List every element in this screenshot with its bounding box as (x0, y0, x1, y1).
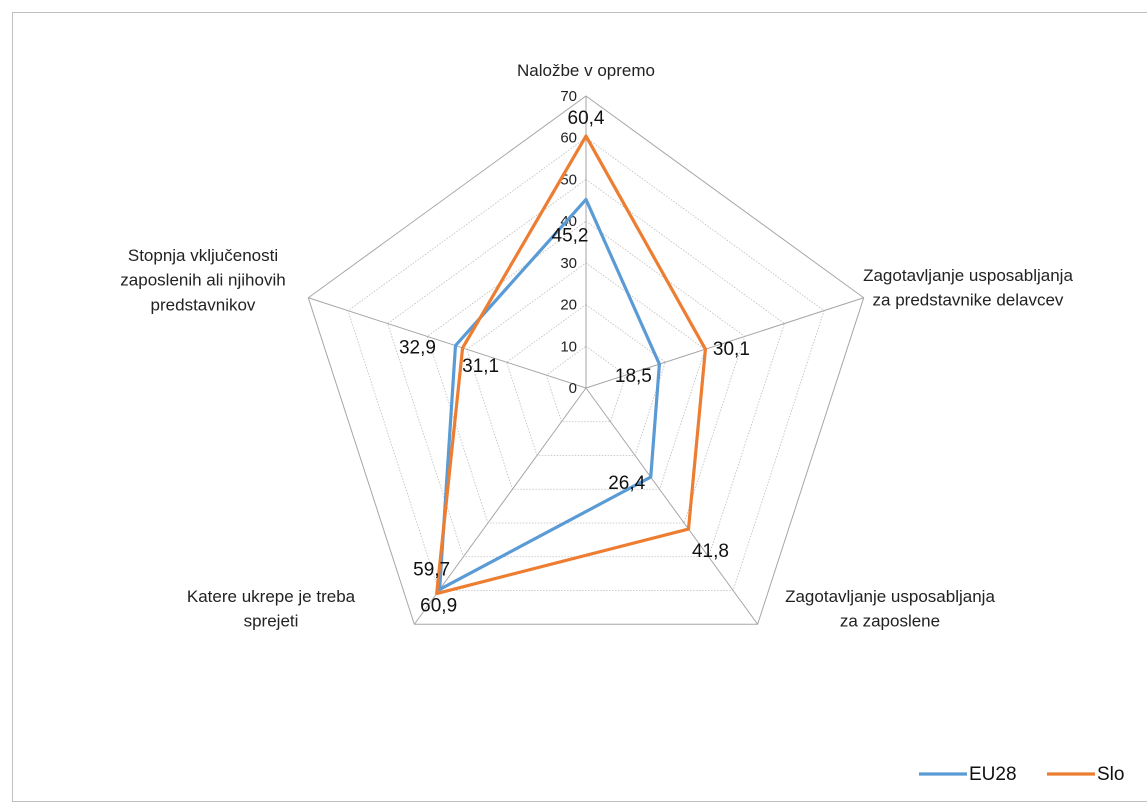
series-line-eu28 (438, 197, 661, 592)
grid-ring-70 (307, 95, 865, 625)
category-label-2: Zagotavljanje usposabljanja za predstavni… (863, 266, 1073, 310)
spoke-2 (585, 297, 864, 389)
tick-label-60: 60 (560, 130, 577, 147)
category-label-line: za predstavnike delavcev (873, 291, 1064, 310)
axes (308, 96, 864, 625)
category-label-5: Stopnja vključenosti zaposlenih ali njiho… (120, 246, 285, 314)
series (435, 134, 708, 596)
grid (307, 95, 865, 625)
data-label-slo-3: 41,8 (692, 541, 729, 562)
category-label-line: sprejeti (244, 612, 299, 631)
category-label-1: Naložbe v opremo (517, 61, 655, 80)
category-label-line: zaposlenih ali njihovih (120, 271, 285, 290)
tick-label-0: 0 (569, 380, 577, 397)
data-label-eu28-4: 59,7 (413, 559, 450, 580)
category-label-line: Naložbe v opremo (517, 61, 655, 80)
spoke-3 (585, 387, 759, 625)
category-label-line: za zaposlene (840, 612, 940, 631)
grid-ring-20 (506, 304, 666, 456)
category-label-4: Katere ukrepe je treba sprejeti (187, 587, 356, 631)
grid-ring-30 (466, 262, 706, 490)
data-label-eu28-1: 45,2 (552, 225, 589, 246)
data-label-eu28-3: 26,4 (608, 473, 645, 494)
legend-label-slo: Slo (1097, 764, 1124, 785)
data-labels: 45,2 18,5 26,4 59,7 32,9 60,4 30,1 41,8 60,9 31,1 (399, 108, 750, 616)
tick-label-20: 20 (560, 297, 577, 314)
category-label-line: Stopnja vključenosti (128, 246, 278, 265)
chart-frame: 0 10 20 30 40 50 60 70 45,2 18,5 26,4 59,7 32,9 60,4… (12, 12, 1147, 802)
category-labels: Naložbe v opremo Zagotavljanje usposablja… (120, 61, 1073, 631)
category-label-line: Katere ukrepe je treba (187, 587, 356, 606)
data-label-slo-4: 60,9 (420, 596, 457, 617)
tick-label-10: 10 (560, 338, 577, 355)
data-label-slo-2: 30,1 (713, 339, 750, 360)
category-label-3: Zagotavljanje usposabljanja za zaposlene (785, 587, 995, 631)
spoke-5 (308, 297, 587, 389)
data-label-slo-1: 60,4 (568, 108, 605, 129)
tick-label-30: 30 (560, 255, 577, 272)
grid-ring-60 (347, 137, 825, 591)
legend: EU28 Slo (919, 764, 1124, 785)
tick-label-70: 70 (560, 88, 577, 105)
data-label-eu28-5: 32,9 (399, 338, 436, 359)
category-label-line: Zagotavljanje usposabljanja (785, 587, 995, 606)
legend-label-eu28: EU28 (969, 764, 1017, 785)
series-line-slo (435, 134, 708, 596)
data-label-eu28-2: 18,5 (615, 366, 652, 387)
category-label-line: predstavnikov (151, 295, 256, 314)
data-label-slo-5: 31,1 (462, 356, 499, 377)
spoke-4 (413, 387, 587, 625)
grid-ring-40 (426, 220, 746, 524)
category-label-line: Zagotavljanje usposabljanja (863, 266, 1073, 285)
grid-ring-10 (545, 345, 627, 423)
